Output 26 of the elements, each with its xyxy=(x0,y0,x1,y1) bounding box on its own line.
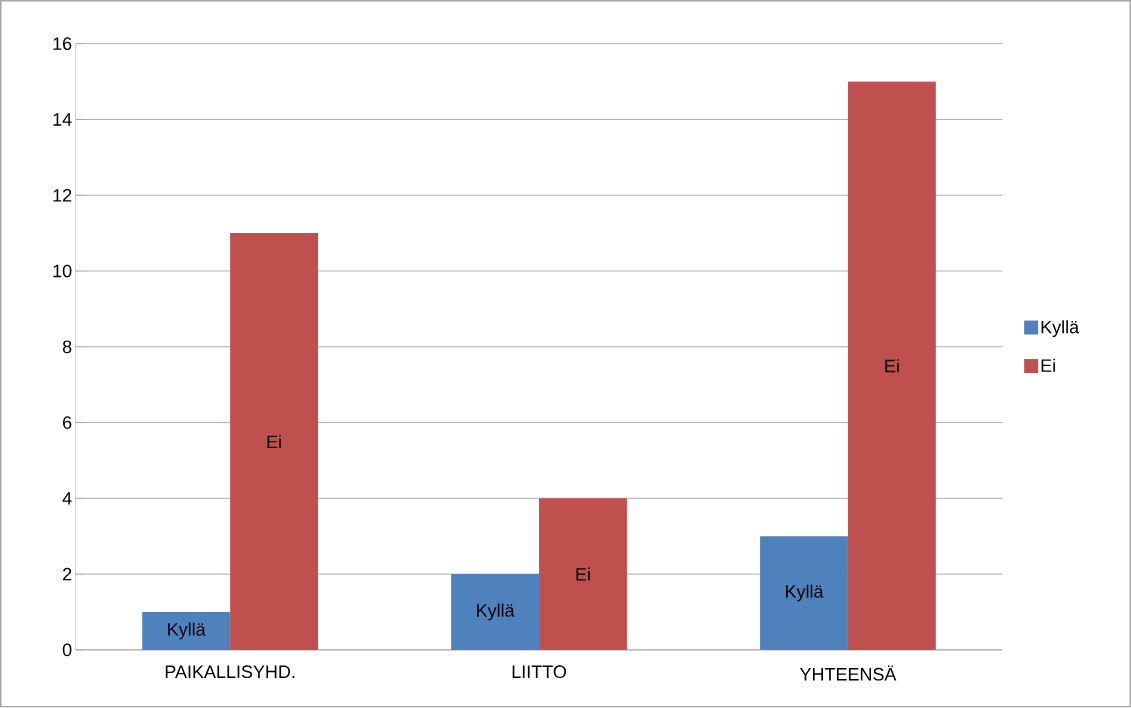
bar xyxy=(230,233,318,651)
x-tick-label: YHTEENSÄ xyxy=(799,665,897,681)
bar xyxy=(451,574,540,651)
data-label: Kyllä xyxy=(168,622,206,640)
y-tick-label: 2 xyxy=(63,568,72,581)
y-tick-label: 0 xyxy=(62,643,72,657)
y-tick-label: 10 xyxy=(53,264,72,278)
bar xyxy=(847,81,936,651)
legend-label: Kyllä xyxy=(1041,320,1080,338)
data-label: Kyllä xyxy=(477,603,515,621)
data-label: Ei xyxy=(885,359,899,373)
y-tick-label: 6 xyxy=(63,416,72,430)
legend-label: Ei xyxy=(1041,358,1055,373)
y-tick-label: 14 xyxy=(53,113,72,126)
x-tick-label: LIITTO xyxy=(512,665,566,679)
data-label: Ei xyxy=(576,567,590,581)
data-label: Ei xyxy=(267,435,281,449)
x-tick-label: PAIKALLISYHD. xyxy=(165,665,295,679)
bar xyxy=(142,612,231,651)
bar xyxy=(539,498,627,651)
y-tick-label: 4 xyxy=(62,492,72,505)
data-label: Kyllä xyxy=(786,584,824,602)
bar xyxy=(760,536,848,651)
y-tick-label: 12 xyxy=(53,189,72,202)
y-tick-label: 16 xyxy=(53,37,72,51)
y-tick-label: 8 xyxy=(62,340,72,354)
